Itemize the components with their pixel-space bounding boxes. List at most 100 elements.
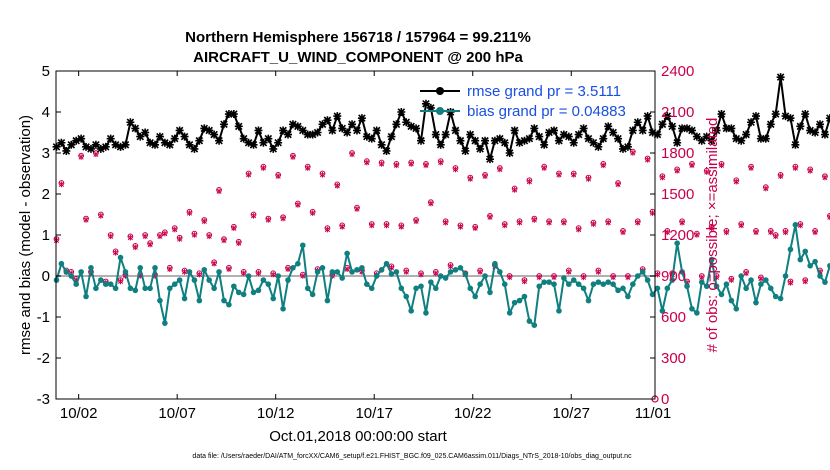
obs-assimilated-point xyxy=(561,219,567,226)
bias-point xyxy=(541,279,547,285)
obs-assimilated-point xyxy=(802,278,808,285)
obs-assimilated-point xyxy=(275,173,281,180)
bias-point xyxy=(659,308,666,314)
obs-assimilated-point xyxy=(305,165,311,171)
rmse-point xyxy=(530,124,539,133)
bias-point xyxy=(260,277,267,283)
bias-point xyxy=(536,283,543,290)
rmse-point xyxy=(717,110,726,119)
bias-point xyxy=(501,281,508,288)
rmse-point xyxy=(417,136,426,145)
x-tick-label: 11/01 xyxy=(635,405,671,422)
rmse-point xyxy=(229,110,238,119)
bias-point xyxy=(147,285,153,292)
rmse-point xyxy=(594,142,603,151)
obs-assimilated-point xyxy=(763,185,769,192)
bias-point xyxy=(408,308,414,314)
obs-assimilated-point xyxy=(635,219,641,226)
rmse-point xyxy=(91,140,100,149)
bias-point xyxy=(152,265,158,271)
obs-assimilated-point xyxy=(467,176,473,182)
obs-assimilated-point xyxy=(452,166,459,173)
rmse-point xyxy=(761,134,770,143)
bias-point xyxy=(245,273,252,279)
bias-point xyxy=(117,254,124,261)
rmse-point xyxy=(628,126,637,135)
obs-assimilated-point xyxy=(546,219,552,226)
bias-point xyxy=(585,297,592,304)
obs-assimilated-point xyxy=(354,206,360,212)
bias-point xyxy=(176,277,183,283)
rmse-point xyxy=(525,134,534,143)
obs-assimilated-point xyxy=(679,219,685,226)
obs-assimilated-point xyxy=(418,271,424,278)
rmse-point xyxy=(293,122,302,131)
bias-point xyxy=(634,273,641,279)
bias-point xyxy=(373,273,380,279)
rmse-point xyxy=(426,103,435,112)
rmse-point xyxy=(569,138,578,147)
bias-point xyxy=(428,279,434,285)
bias-point xyxy=(625,293,631,300)
x-tick-label: 10/02 xyxy=(60,405,98,422)
obs-assimilated-point xyxy=(113,249,119,256)
obs-assimilated-point xyxy=(393,162,399,169)
bias-point xyxy=(777,295,784,302)
obs-assimilated-point xyxy=(93,151,99,158)
bias-point xyxy=(531,322,538,329)
rmse-point xyxy=(407,122,416,131)
bias-point xyxy=(275,273,281,279)
rmse-point xyxy=(643,112,652,121)
bias-point xyxy=(639,269,646,275)
rmse-point xyxy=(545,128,554,137)
rmse-point xyxy=(614,134,623,143)
bias-point xyxy=(201,267,208,273)
bias-point xyxy=(191,277,198,283)
bias-point xyxy=(171,281,178,288)
rmse-point xyxy=(604,122,613,131)
rmse-point xyxy=(456,136,465,145)
bias-point xyxy=(226,301,232,308)
y-right-tick-label: 2400 xyxy=(661,63,694,80)
legend-bias-label: bias grand pr = 0.04883 xyxy=(467,103,626,120)
bias-point xyxy=(216,269,222,275)
rmse-point xyxy=(234,122,243,131)
rmse-point xyxy=(584,134,593,143)
bias-point xyxy=(723,281,730,288)
rmse-point xyxy=(298,126,307,135)
rmse-point xyxy=(722,124,731,133)
bias-point xyxy=(615,287,621,294)
bias-point xyxy=(186,269,193,275)
bias-point xyxy=(703,283,710,290)
obs-assimilated-point xyxy=(812,229,818,236)
rmse-point xyxy=(57,138,66,147)
obs-assimilated-point xyxy=(186,210,193,216)
rmse-point xyxy=(485,155,494,164)
rmse-point xyxy=(825,114,830,123)
rmse-point xyxy=(737,136,746,145)
obs-assimilated-point xyxy=(78,154,84,160)
bias-point xyxy=(68,273,75,279)
x-axis-label: Oct.01,2018 00:00:00 start xyxy=(269,428,447,445)
bias-point xyxy=(432,285,439,292)
obs-assimilated-point xyxy=(364,159,370,166)
bias-point xyxy=(285,277,291,283)
rmse-point xyxy=(180,132,189,141)
obs-assimilated-point xyxy=(344,266,350,272)
rmse-point xyxy=(185,140,194,149)
obs-assimilated-point xyxy=(83,217,89,223)
bias-point xyxy=(304,285,311,292)
bias-point xyxy=(383,260,390,267)
obs-assimilated-point xyxy=(255,270,262,277)
obs-assimilated-point xyxy=(605,219,611,226)
rmse-point xyxy=(146,138,155,147)
obs-assimilated-point xyxy=(620,229,626,236)
obs-assimilated-point xyxy=(196,271,202,278)
rmse-point xyxy=(219,120,228,129)
bias-point xyxy=(511,299,518,306)
obs-assimilated-point xyxy=(457,224,463,230)
bias-point xyxy=(610,281,616,288)
rmse-point xyxy=(589,138,598,147)
data-file-footnote: data file: /Users/raeder/DAI/ATM_forcXX/… xyxy=(192,453,632,460)
